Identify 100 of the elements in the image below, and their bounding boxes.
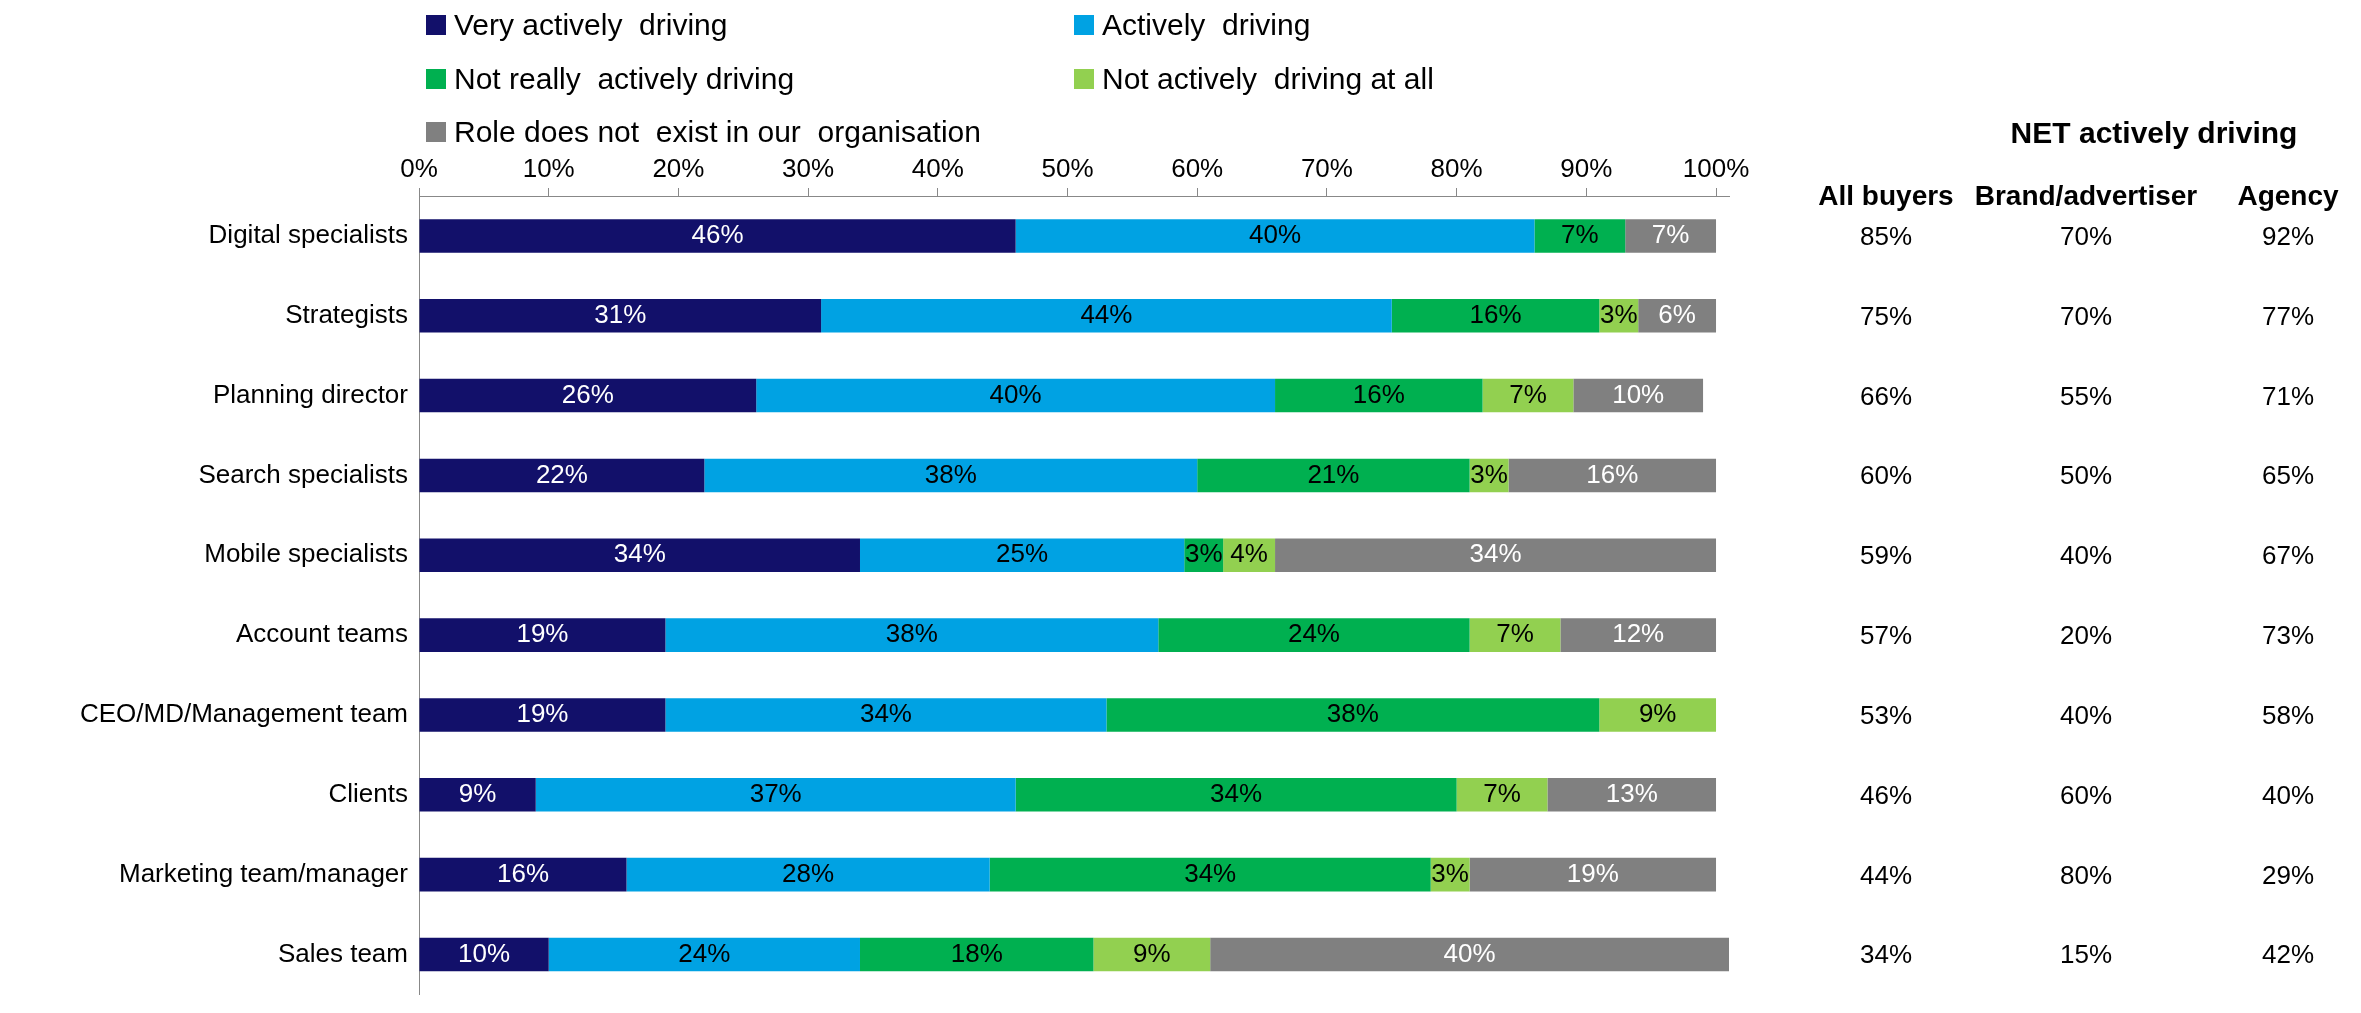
data-label: 34% [1469,538,1522,569]
data-label: 16% [1586,458,1639,489]
bar [1456,778,1548,812]
text: 15% [2059,938,2113,970]
data-label: 16% [1352,378,1405,409]
x-tick-label: 60% [1171,152,1224,183]
y-tick-label: CEO/MD/Management team [79,698,408,729]
bar [1015,778,1457,812]
y-tick-label: Account teams [236,618,408,649]
bar [626,857,990,892]
x-tick-label: 40% [911,152,964,183]
text: 20% [2059,619,2113,651]
y-tick-label: Planning director [212,378,409,409]
text: 66% [1859,380,1913,412]
text: 71% [2261,380,2315,412]
x-tick-label: 0% [400,152,438,183]
data-label: 19% [1566,857,1619,888]
text: 60% [2059,779,2113,811]
data-label: 37% [749,777,802,808]
bar [548,937,860,972]
data-label: 38% [1326,698,1379,729]
y-tick-label: Marketing team/manager [118,857,409,888]
data-label: 19% [516,618,569,649]
data-label: 7% [1509,378,1547,409]
text: 55% [2059,380,2113,412]
bar [665,698,1107,732]
bar [1534,219,1626,253]
text: 60% [1859,459,1913,491]
data-label: 3% [1184,538,1223,569]
bar [859,538,1185,573]
category-label: Agency [2237,180,2339,212]
data-label: 24% [1287,618,1340,649]
bar [1625,219,1717,253]
bar [419,378,757,413]
data-label: 7% [1496,618,1534,649]
y-tick-label: Clients [328,777,408,808]
bar [1508,458,1717,493]
legend-label: Role does not exist in our organisation [454,115,981,149]
text: 85% [1859,220,1913,252]
bar [419,778,536,812]
data-label: 46% [691,219,744,250]
x-tick-label: 100% [1682,152,1750,183]
text: 70% [2059,220,2113,252]
text: 46% [1859,779,1913,811]
text: 75% [1859,300,1913,332]
text: 42% [2261,938,2315,970]
data-label: 26% [561,378,614,409]
data-label: 31% [594,298,647,329]
legend-label: Actively driving [1102,8,1311,42]
x-tick-label: 90% [1560,152,1613,183]
legend-label: Not really actively driving [454,62,795,96]
text: 44% [1859,859,1913,891]
bar [419,538,860,573]
data-label: 3% [1599,298,1638,329]
text: 59% [1859,539,1913,571]
bar [1469,857,1717,892]
bar [419,219,1016,253]
category-label: Brand/advertiser [1974,180,2198,212]
data-label: 24% [678,937,731,968]
data-label: 19% [516,698,569,729]
bar [1391,298,1600,333]
text: 40% [2261,779,2315,811]
bar [1015,219,1535,253]
data-label: 38% [885,618,938,649]
text: 40% [2059,699,2113,731]
data-label: 22% [535,458,588,489]
data-label: 4% [1230,538,1268,569]
text: 34% [1859,938,1913,970]
data-label: 34% [1210,777,1263,808]
text: 80% [2059,859,2113,891]
text: 57% [1859,619,1913,651]
bar [419,857,627,892]
bar [419,698,666,732]
data-label: 28% [782,857,835,888]
bar [665,618,1159,652]
data-label: 9% [1638,698,1677,729]
data-label: 21% [1307,458,1360,489]
data-label: 9% [1133,937,1171,968]
data-label: 16% [1469,298,1522,329]
text: 58% [2261,699,2315,731]
x-tick-label: 80% [1430,152,1483,183]
bar [1275,538,1717,573]
data-label: 3% [1470,458,1508,489]
text: 65% [2261,459,2315,491]
bar [1275,378,1483,413]
text: 50% [2059,459,2113,491]
data-label: 34% [859,698,912,729]
x-tick-label: 20% [652,152,705,183]
data-label: 40% [989,378,1042,409]
text: 40% [2059,539,2113,571]
data-label: 7% [1561,219,1599,250]
y-tick-label: Digital specialists [208,219,408,250]
y-tick-label: Search specialists [198,458,408,489]
bar [419,458,705,493]
x-tick-label: 10% [522,152,575,183]
bar [1197,458,1470,493]
bar [535,778,1016,812]
x-tick-label: 70% [1300,152,1353,183]
data-label: 38% [924,458,977,489]
data-label: 34% [613,538,666,569]
